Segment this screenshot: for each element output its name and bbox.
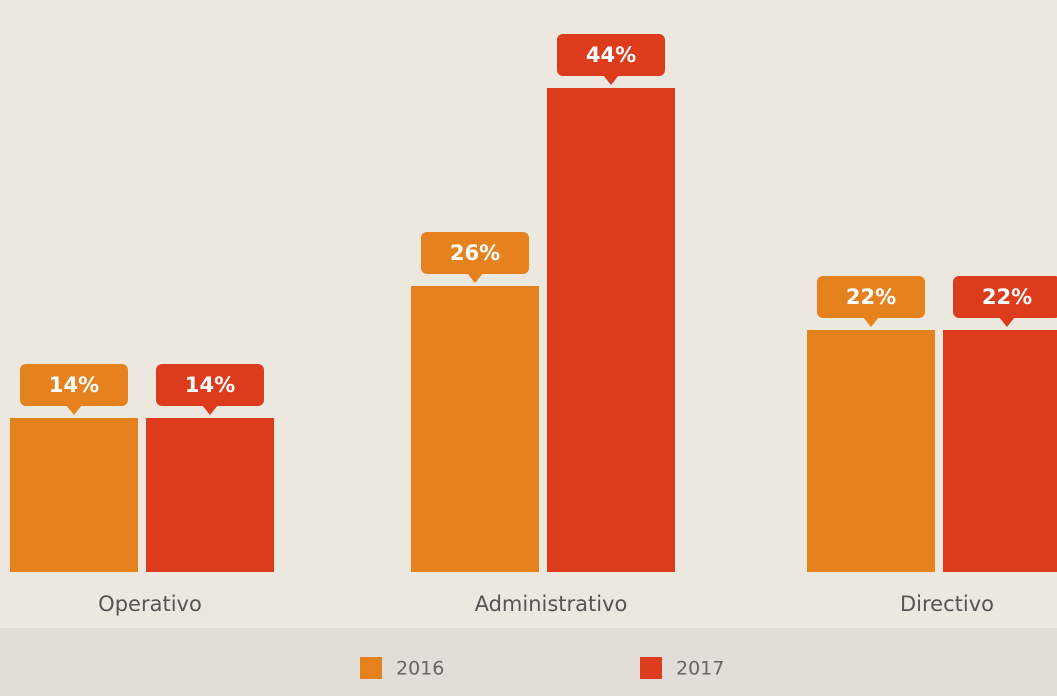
bar — [807, 330, 935, 572]
callout — [156, 364, 264, 406]
bar — [10, 418, 138, 572]
legend-swatch — [360, 657, 382, 679]
bar — [411, 286, 539, 572]
value-label: 26% — [450, 241, 500, 265]
category-label: Operativo — [98, 592, 202, 616]
callout-tail — [467, 273, 483, 283]
callout — [953, 276, 1057, 318]
category-label: Administrativo — [475, 592, 628, 616]
value-label: 44% — [586, 43, 636, 67]
callout-tail — [66, 405, 82, 415]
callout-tail — [863, 317, 879, 327]
legend-label: 2017 — [676, 658, 724, 680]
bar — [547, 88, 675, 572]
callout — [20, 364, 128, 406]
value-label: 22% — [982, 285, 1032, 309]
legend-label: 2016 — [396, 658, 444, 680]
category-label: Directivo — [900, 592, 994, 616]
value-label: 22% — [846, 285, 896, 309]
bar — [943, 330, 1057, 572]
value-label: 14% — [185, 373, 235, 397]
value-label: 14% — [49, 373, 99, 397]
callout-tail — [603, 75, 619, 85]
legend-swatch — [640, 657, 662, 679]
callout — [557, 34, 665, 76]
callout — [421, 232, 529, 274]
callout — [817, 276, 925, 318]
legend-band — [0, 628, 1057, 696]
callout-tail — [202, 405, 218, 415]
bar — [146, 418, 274, 572]
callout-tail — [999, 317, 1015, 327]
